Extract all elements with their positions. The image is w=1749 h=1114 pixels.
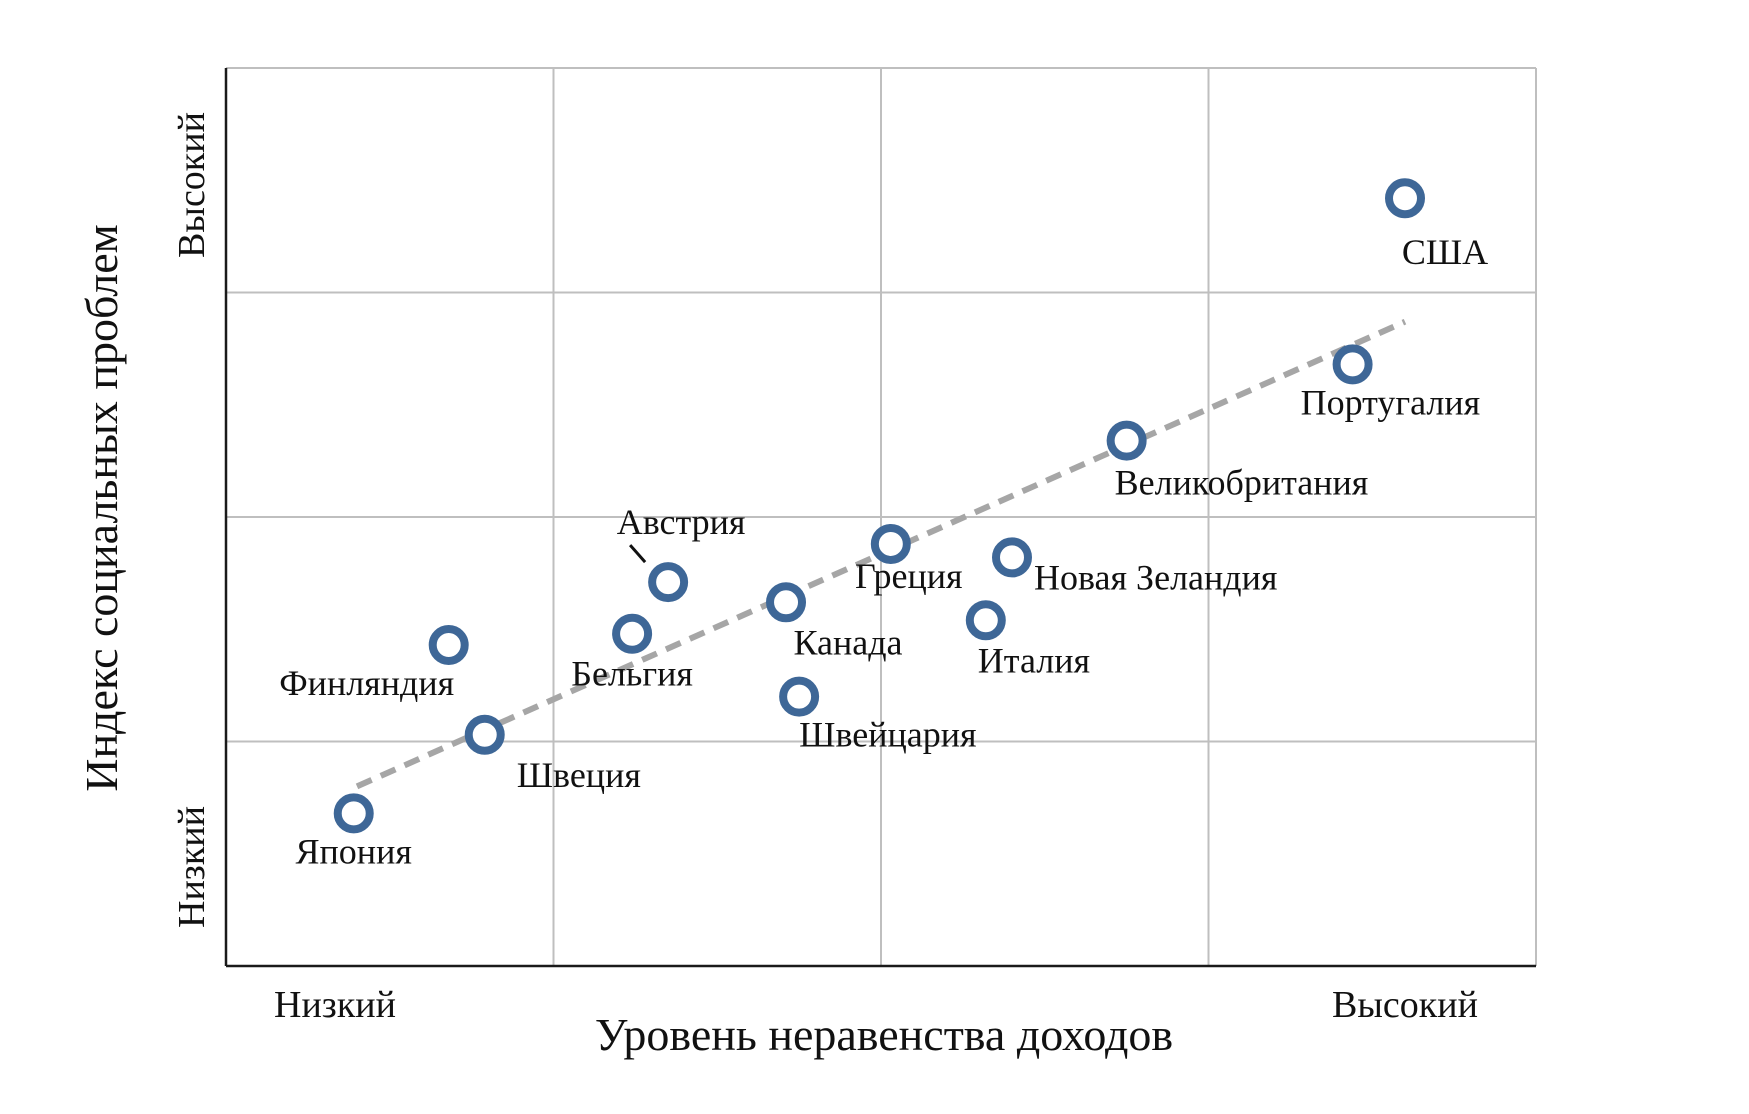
point-label-новая-зеландия: Новая Зеландия <box>1034 557 1277 597</box>
point-label-финляндия: Финляндия <box>279 663 454 703</box>
data-point-австрия <box>648 562 689 603</box>
x-tick-label-high: Высокий <box>1332 984 1478 1026</box>
x-axis-title: Уровень неравенства доходов <box>595 1009 1173 1060</box>
data-point-канада <box>766 582 807 623</box>
point-label-швеция: Швеция <box>517 755 641 795</box>
data-point-греция <box>870 523 911 564</box>
point-label-сша: США <box>1402 232 1488 272</box>
data-point-великобритания <box>1106 420 1147 461</box>
data-point-япония <box>333 793 374 834</box>
point-label-португалия: Португалия <box>1301 382 1481 422</box>
y-tick-label-high: Высокий <box>171 112 213 258</box>
y-tick-label-low: Низкий <box>171 806 213 928</box>
point-label-бельгия: Бельгия <box>571 654 693 694</box>
data-point-бельгия <box>612 613 653 654</box>
point-label-великобритания: Великобритания <box>1115 463 1369 503</box>
point-label-австрия: Австрия <box>617 502 746 542</box>
data-point-италия <box>965 600 1006 641</box>
data-point-новая-зеландия <box>992 537 1032 578</box>
data-point-финляндия <box>428 624 469 665</box>
point-label-канада: Канада <box>793 622 902 662</box>
point-label-греция: Греция <box>855 556 963 596</box>
data-point-швеция <box>464 714 505 755</box>
x-tick-label-low: Низкий <box>274 984 396 1026</box>
point-label-швейцария: Швейцария <box>799 715 976 755</box>
data-point-швейцария <box>779 676 820 717</box>
point-label-италия: Италия <box>978 640 1090 680</box>
grid <box>226 67 1537 966</box>
y-axis-title: Индекс социальных проблем <box>76 224 127 792</box>
data-points: Япония Финляндия Швеция Бельгия Австрия Канад… <box>279 178 1488 871</box>
axes <box>224 68 1536 968</box>
data-point-сша <box>1385 178 1425 219</box>
label-leader-line <box>629 544 647 564</box>
point-label-япония: Япония <box>296 831 412 871</box>
data-point-португалия <box>1332 344 1373 385</box>
